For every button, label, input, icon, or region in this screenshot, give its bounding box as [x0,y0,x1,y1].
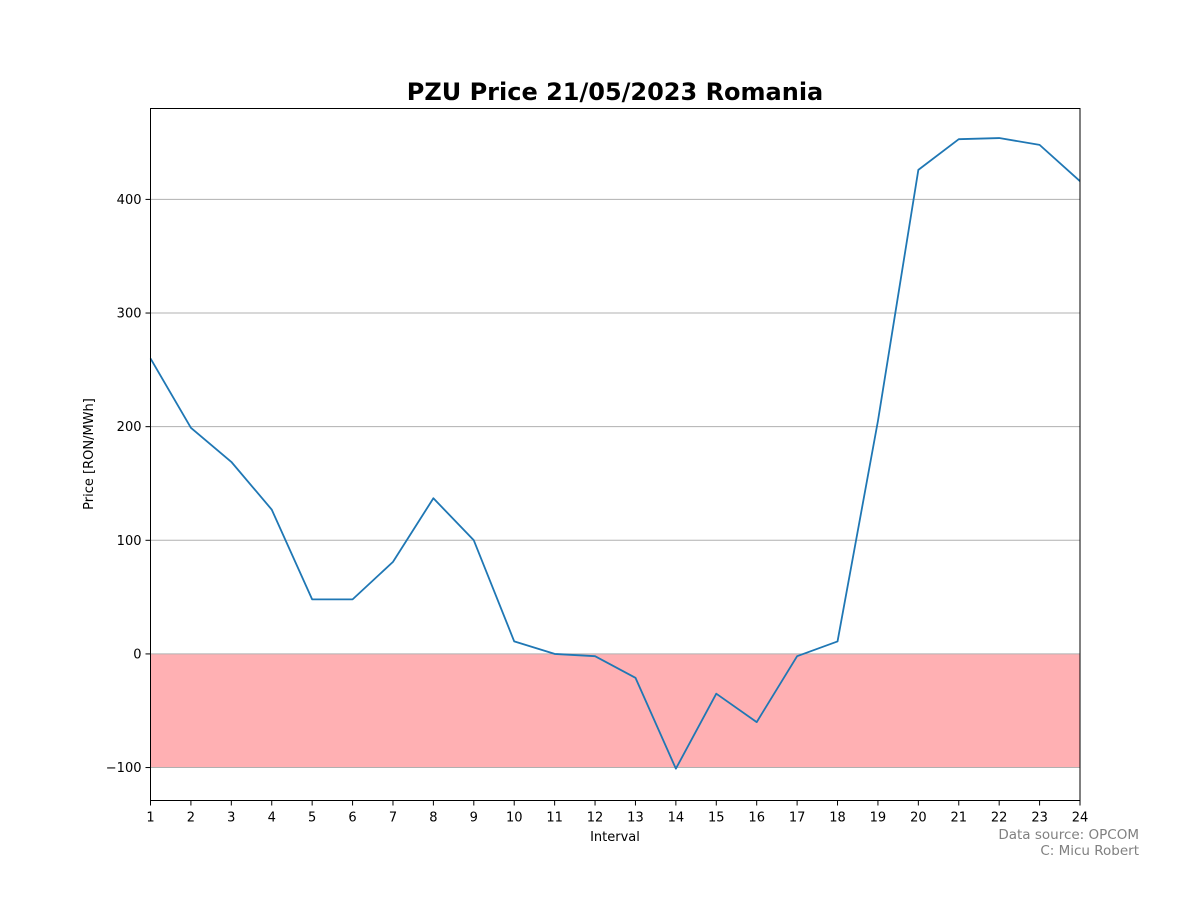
data-point [673,766,678,771]
x-tick-label: 13 [627,811,644,826]
x-tick-label: 5 [308,811,316,826]
x-tick-label: 24 [1072,811,1089,826]
x-axis-label: Interval [590,830,640,845]
x-tick-label: 15 [708,811,725,826]
x-tick-label: 9 [470,811,478,826]
x-tick-label: 4 [268,811,276,826]
x-tick-label: 6 [348,811,356,826]
x-tick-label: 1 [146,811,154,826]
y-tick-label: 300 [117,307,142,322]
data-point [471,538,476,543]
y-axis-label: Price [RON/MWh] [82,398,97,510]
chart-title: PZU Price 21/05/2023 Romania [407,78,824,106]
data-point [997,136,1002,141]
x-tick-label: 18 [829,811,846,826]
data-point [835,639,840,644]
y-tick-label: −100 [106,761,142,776]
data-point [512,639,517,644]
data-point [269,507,274,512]
data-point [956,137,961,142]
price-series-line [149,137,1081,770]
x-tick-label: 10 [506,811,523,826]
data-point [310,597,315,602]
y-tick-label: 100 [117,534,142,549]
x-tick-label: 7 [389,811,397,826]
x-tick-label: 16 [748,811,765,826]
data-point [431,496,436,501]
x-tick-label: 23 [1031,811,1048,826]
x-tick-label: 3 [227,811,235,826]
x-tick-label: 20 [910,811,927,826]
x-tick-label: 8 [429,811,437,826]
y-tick-label: 200 [117,420,142,435]
plot-frame [150,108,1081,801]
data-point [916,167,921,172]
x-tick-label: 22 [991,811,1008,826]
x-tick-label: 11 [546,811,563,826]
data-point [633,675,638,680]
data-point [390,559,395,564]
x-tick-label: 19 [870,811,887,826]
data-point [875,418,880,423]
negative-price-band [150,653,1080,768]
x-tick-label: 14 [668,811,685,826]
data-point [552,651,557,656]
x-tick-label: 12 [587,811,604,826]
data-point [754,720,759,725]
negative-price-band-layer [150,653,1080,768]
x-axis-ticks: 1 2 3 4 5 6 7 8 9 10 11 12 13 14 15 16 17 18 19 20 21 22 23 24 [146,800,1089,826]
y-axis-ticks: −100 0 100 200 300 400 [106,193,151,776]
data-point [714,691,719,696]
series-layer [149,136,1081,771]
data-point [795,654,800,659]
data-source-credit: Data source: OPCOM [998,827,1139,843]
data-point [1037,142,1042,147]
data-point [593,654,598,659]
y-tick-label: 0 [133,647,141,662]
y-tick-label: 400 [117,193,142,208]
x-tick-label: 21 [950,811,967,826]
x-tick-label: 17 [789,811,806,826]
data-point [229,459,234,464]
data-point [188,425,193,430]
data-point [350,597,355,602]
grid-layer [150,198,1080,769]
author-credit: C: Micu Robert [1040,843,1139,859]
x-tick-label: 2 [187,811,195,826]
